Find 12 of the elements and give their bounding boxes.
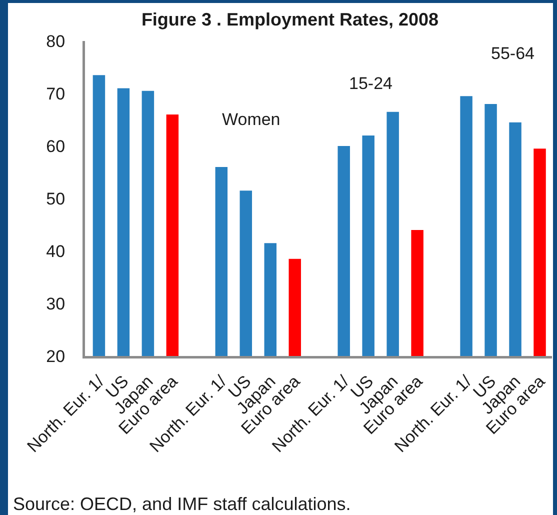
y-tick-label: 40 <box>46 242 66 261</box>
y-tick-label: 20 <box>46 346 66 366</box>
y-tick-label: 80 <box>46 32 66 51</box>
annotation: 15-24 <box>349 74 392 93</box>
y-tick-label: 50 <box>46 189 66 208</box>
source-note: Source: OECD, and IMF staff calculations. <box>13 494 351 514</box>
annotation: Women <box>222 110 280 129</box>
annotation: 55-64 <box>491 44 534 63</box>
y-tick-label: 70 <box>46 84 66 104</box>
y-tick-label: 30 <box>46 294 66 314</box>
chart-title: Figure 3 . Employment Rates, 2008 <box>141 9 439 30</box>
y-tick-label: 60 <box>46 136 66 156</box>
